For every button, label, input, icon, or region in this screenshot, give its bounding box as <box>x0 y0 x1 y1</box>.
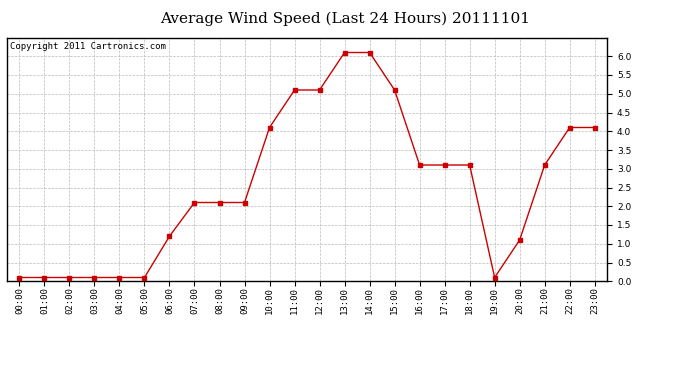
Text: Average Wind Speed (Last 24 Hours) 20111101: Average Wind Speed (Last 24 Hours) 20111… <box>160 11 530 26</box>
Text: Copyright 2011 Cartronics.com: Copyright 2011 Cartronics.com <box>10 42 166 51</box>
